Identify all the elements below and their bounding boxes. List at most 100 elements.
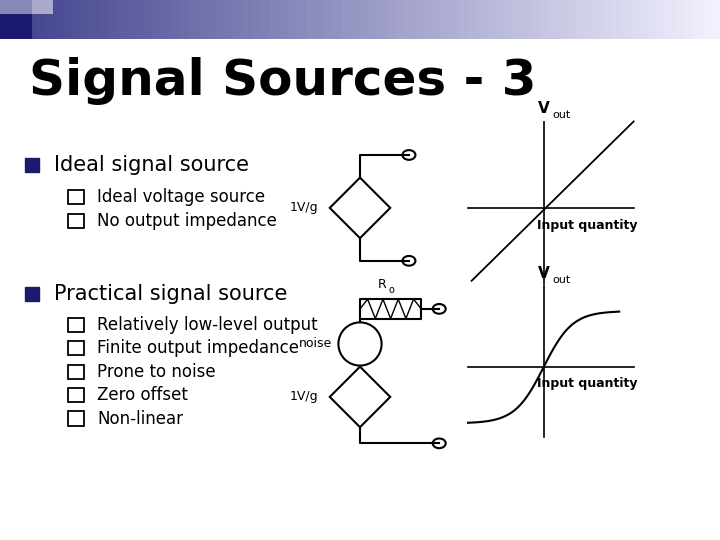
Bar	[522, 0, 531, 39]
Bar	[32, 0, 53, 14]
Bar	[612, 0, 621, 39]
Bar	[144, 0, 153, 39]
Bar	[450, 0, 459, 39]
Text: V: V	[538, 266, 549, 281]
Bar	[234, 0, 243, 39]
Bar	[603, 0, 612, 39]
Bar	[68, 318, 84, 332]
Bar	[117, 0, 126, 39]
Bar	[68, 341, 84, 355]
Bar	[459, 0, 468, 39]
Bar	[495, 0, 504, 39]
Bar	[378, 0, 387, 39]
Bar	[81, 0, 90, 39]
Bar	[477, 0, 486, 39]
Bar	[225, 0, 234, 39]
Bar	[279, 0, 288, 39]
Bar	[198, 0, 207, 39]
Text: Input quantity: Input quantity	[536, 219, 637, 232]
Text: Non-linear: Non-linear	[97, 409, 183, 428]
Bar	[171, 0, 180, 39]
Bar	[621, 0, 630, 39]
Bar	[68, 388, 84, 402]
Bar	[297, 0, 306, 39]
Text: No output impedance: No output impedance	[97, 212, 277, 231]
Bar	[441, 0, 450, 39]
Bar	[387, 0, 396, 39]
Bar	[675, 0, 684, 39]
Bar	[558, 0, 567, 39]
Bar	[180, 0, 189, 39]
Bar	[90, 0, 99, 39]
Bar	[270, 0, 279, 39]
Bar	[27, 0, 36, 39]
Bar	[63, 0, 72, 39]
Bar	[153, 0, 162, 39]
Bar	[405, 0, 414, 39]
Text: Ideal signal source: Ideal signal source	[54, 154, 249, 175]
Bar	[162, 0, 171, 39]
Bar	[315, 0, 324, 39]
Bar	[711, 0, 720, 39]
Bar	[243, 0, 252, 39]
Text: V: V	[538, 101, 549, 116]
Bar	[342, 0, 351, 39]
Bar	[648, 0, 657, 39]
Bar	[549, 0, 558, 39]
Bar	[702, 0, 711, 39]
Bar	[68, 190, 84, 204]
Bar	[657, 0, 666, 39]
Bar	[54, 0, 63, 39]
Bar	[68, 411, 84, 426]
Bar	[306, 0, 315, 39]
Bar	[360, 0, 369, 39]
Bar	[630, 0, 639, 39]
Bar	[99, 0, 108, 39]
Bar	[189, 0, 198, 39]
Bar	[594, 0, 603, 39]
Text: Prone to noise: Prone to noise	[97, 362, 216, 381]
Bar	[396, 0, 405, 39]
Bar	[68, 214, 84, 228]
Bar	[0, 0, 9, 39]
Bar	[68, 364, 84, 379]
Text: Practical signal source: Practical signal source	[54, 284, 287, 305]
Bar	[468, 0, 477, 39]
Bar	[252, 0, 261, 39]
Bar	[18, 0, 27, 39]
Bar	[693, 0, 702, 39]
Bar	[576, 0, 585, 39]
Text: Ideal voltage source: Ideal voltage source	[97, 188, 266, 206]
Text: out: out	[552, 110, 570, 120]
Bar	[369, 0, 378, 39]
Bar	[684, 0, 693, 39]
Text: Finite output impedance: Finite output impedance	[97, 339, 300, 357]
Bar	[216, 0, 225, 39]
Bar	[567, 0, 576, 39]
Text: Input quantity: Input quantity	[536, 377, 637, 390]
Bar	[531, 0, 540, 39]
Bar	[666, 0, 675, 39]
Bar	[288, 0, 297, 39]
Bar	[36, 0, 45, 39]
Bar	[207, 0, 216, 39]
Bar	[423, 0, 432, 39]
Bar	[135, 0, 144, 39]
Bar	[513, 0, 522, 39]
Text: o: o	[389, 285, 395, 295]
Text: Signal Sources - 3: Signal Sources - 3	[29, 57, 536, 105]
Bar	[414, 0, 423, 39]
Bar	[432, 0, 441, 39]
Bar	[108, 0, 117, 39]
Bar	[126, 0, 135, 39]
Bar	[0, 14, 32, 39]
Bar	[324, 0, 333, 39]
Text: noise: noise	[299, 338, 332, 350]
Bar	[45, 0, 54, 39]
Text: R: R	[378, 278, 387, 291]
Text: out: out	[552, 275, 570, 285]
Bar	[0, 0, 32, 14]
Bar	[351, 0, 360, 39]
Bar	[486, 0, 495, 39]
Bar	[72, 0, 81, 39]
